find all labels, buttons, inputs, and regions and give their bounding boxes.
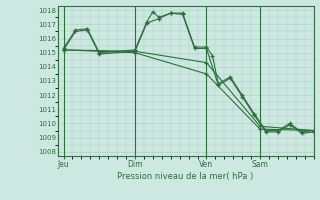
X-axis label: Pression niveau de la mer( hPa ): Pression niveau de la mer( hPa ) (117, 172, 254, 181)
